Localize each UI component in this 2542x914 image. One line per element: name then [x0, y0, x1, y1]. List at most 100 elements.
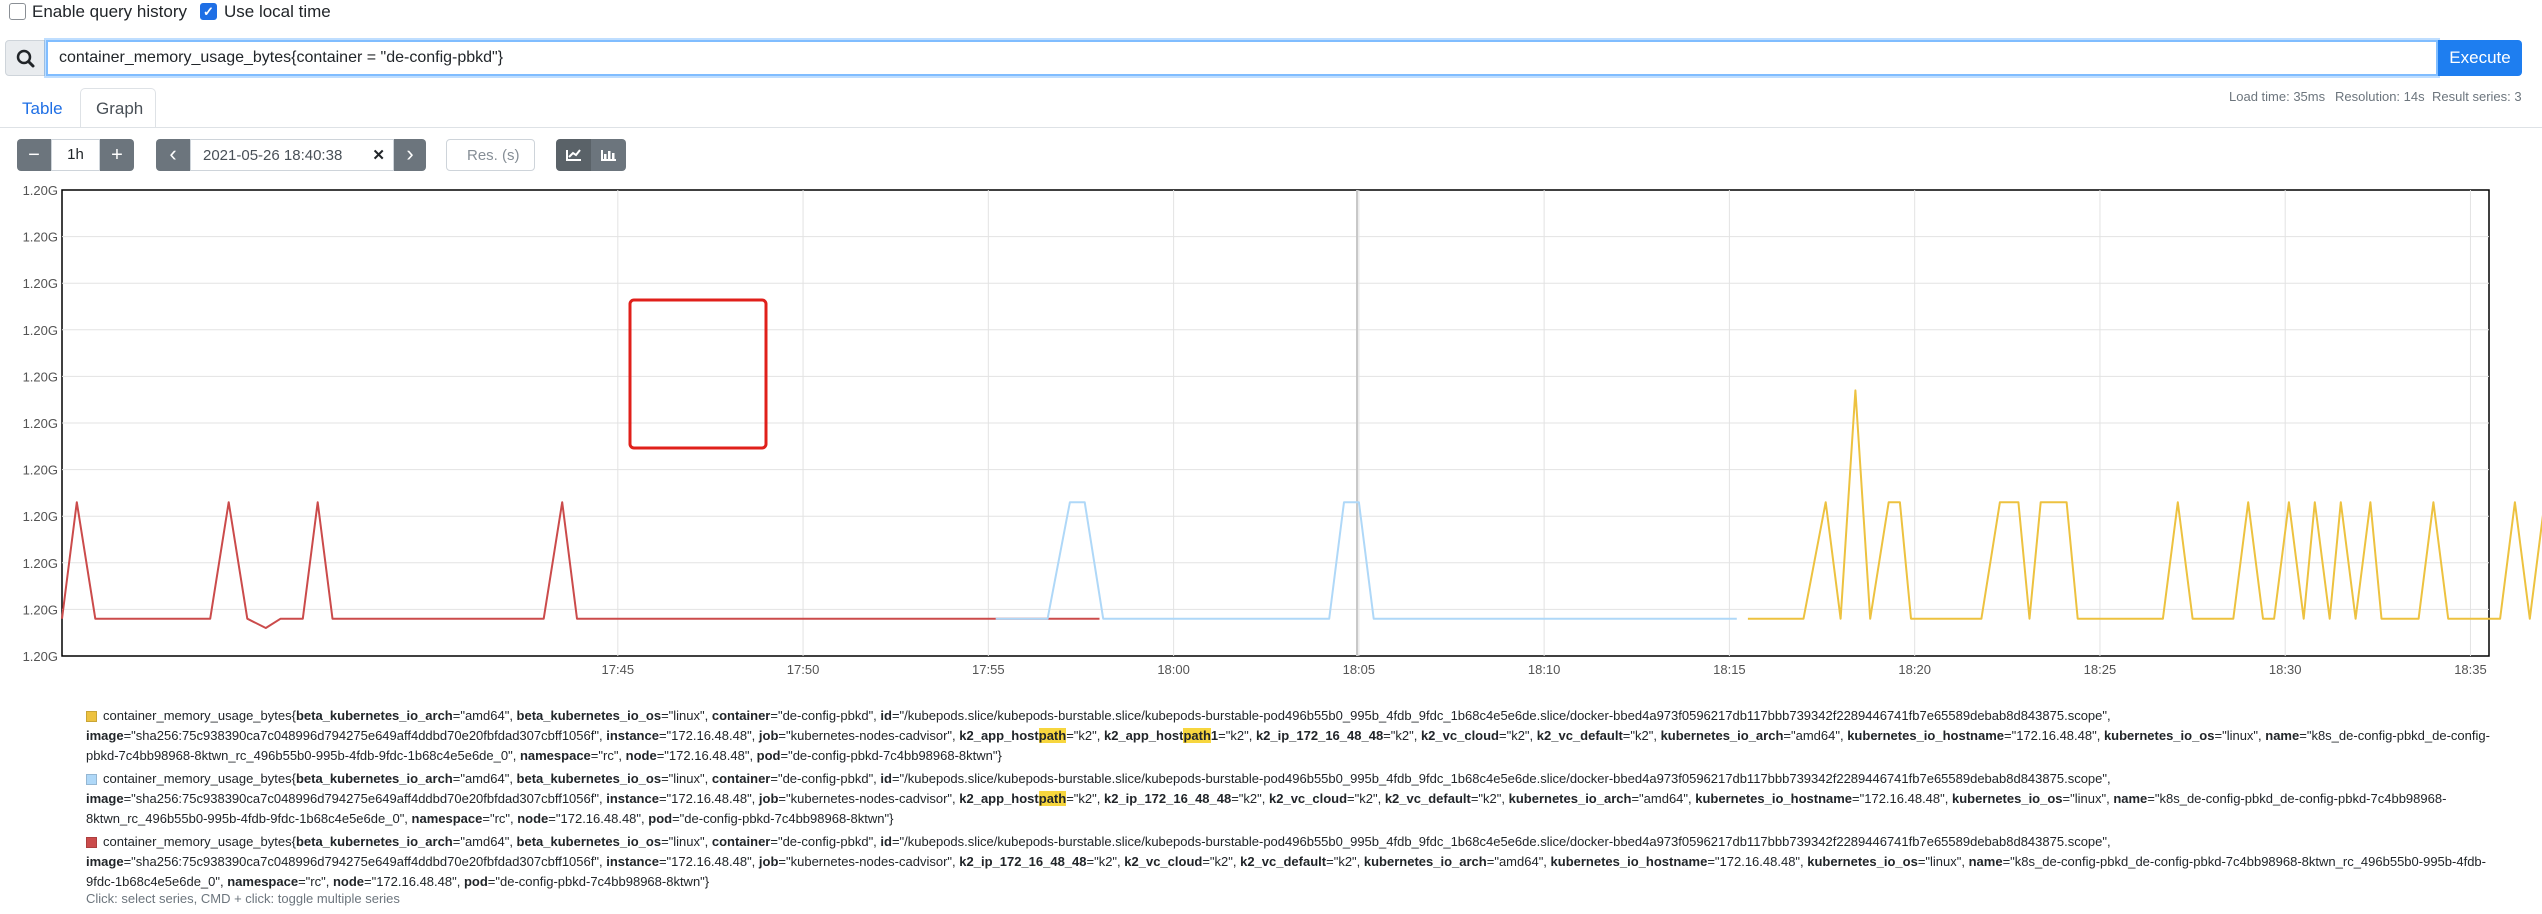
legend-label-key: image	[86, 728, 124, 743]
legend-label-key: beta_kubernetes_io_os	[516, 771, 662, 786]
legend-close-brace: }	[704, 874, 710, 889]
x-tick-label: 18:15	[1713, 662, 1746, 677]
legend-label-key: id	[880, 771, 892, 786]
query-history-label[interactable]: Enable query history	[32, 2, 187, 21]
range-increase-button[interactable]: +	[100, 139, 134, 171]
legend-label-value: ="de-config-pbkd",	[770, 771, 881, 786]
execute-button[interactable]: Execute	[2438, 40, 2522, 76]
query-input[interactable]: container_memory_usage_bytes{container =…	[46, 40, 2438, 76]
tab-table[interactable]: Table	[22, 99, 63, 118]
legend-label-value: ="172.16.48.48",	[2003, 728, 2104, 743]
x-tick-label: 18:35	[2454, 662, 2487, 677]
legend-label-key: job	[758, 728, 779, 743]
legend-label-value: ="de-config-pbkd",	[770, 834, 881, 849]
local-time-checkbox[interactable]: ✓	[200, 3, 217, 20]
legend-label-value: ="kubernetes-nodes-cadvisor",	[778, 791, 960, 806]
legend-label-key: id	[880, 708, 892, 723]
legend-label-value: ="k2",	[1066, 728, 1104, 743]
search-icon-box	[5, 40, 45, 76]
line-chart-button[interactable]	[556, 139, 591, 171]
legend-label-value: ="amd64",	[1783, 728, 1848, 743]
legend-label-value: ="/kubepods.slice/kubepods-burstable.sli…	[891, 834, 2111, 849]
legend-label-key: name	[2113, 791, 2148, 806]
legend-series-2[interactable]: container_memory_usage_bytes{beta_kubern…	[86, 769, 2506, 829]
legend-label-key: namespace	[227, 874, 299, 889]
legend-label-key: beta_kubernetes_io_os	[516, 834, 662, 849]
legend-series-1[interactable]: container_memory_usage_bytes{beta_kubern…	[86, 706, 2506, 766]
x-tick-label: 17:45	[602, 662, 635, 677]
resolution-stat: Resolution: 14s	[2335, 89, 2425, 104]
series-line-2	[995, 501, 1737, 620]
memory-usage-chart[interactable]: 1.20G 1.20G 1.20G 1.20G 1.20G 1.20G 1.20G 1.20G…	[0, 180, 2542, 690]
series-line-3	[1747, 389, 2542, 620]
stacked-chart-icon	[601, 150, 616, 161]
y-tick-label: 1.20G	[23, 369, 58, 384]
y-tick-label: 1.20G	[23, 649, 58, 664]
y-tick-label: 1.20G	[23, 323, 58, 338]
legend-label-value: ="amd64",	[452, 708, 517, 723]
legend-label-key: instance	[606, 728, 659, 743]
legend-label-value: ="de-config-pbkd-7c4bb98968-8ktwn"	[672, 811, 890, 826]
legend-label-value: ="k2",	[1086, 854, 1125, 869]
end-time-next-button[interactable]: ›	[394, 139, 426, 171]
y-tick-label: 1.20G	[23, 183, 58, 198]
legend-close-brace: }	[997, 748, 1002, 763]
legend-label-key: name	[1968, 854, 2003, 869]
legend-label-value: ="172.16.48.48",	[364, 874, 464, 889]
legend-label-key: beta_kubernetes_io_arch	[295, 771, 453, 786]
resolution-input[interactable]: Res. (s)	[446, 139, 535, 171]
x-tick-label: 18:30	[2269, 662, 2302, 677]
legend-label-value: ="kubernetes-nodes-cadvisor",	[778, 854, 960, 869]
legend-label-value: ="k2",	[1347, 791, 1385, 806]
load-time-stat: Load time: 35ms	[2229, 89, 2326, 104]
y-tick-label: 1.20G	[23, 509, 58, 524]
highlight-annotation-box	[628, 298, 768, 450]
tab-graph[interactable]: Graph	[80, 88, 156, 128]
legend-close-brace: }	[889, 811, 894, 826]
legend-label-value: ="k2",	[1202, 854, 1241, 869]
legend-label-key: kubernetes_io_os	[1951, 791, 2063, 806]
legend-label-value: ="/kubepods.slice/kubepods-burstable.sli…	[891, 771, 2111, 786]
legend-series-3[interactable]: container_memory_usage_bytes{beta_kubern…	[86, 832, 2506, 892]
legend-label-key: kubernetes_io_os	[1807, 854, 1918, 869]
chevron-right-icon: ›	[406, 141, 414, 166]
legend-swatch	[86, 837, 97, 849]
search-icon	[16, 49, 35, 68]
legend-label-key: image	[86, 791, 124, 806]
series-line-1	[61, 501, 1100, 629]
legend-label-value: ="rc",	[482, 811, 518, 826]
x-tick-label: 17:55	[972, 662, 1005, 677]
legend-label-value: ="172.16.48.48",	[1707, 854, 1808, 869]
query-history-checkbox[interactable]	[9, 3, 26, 20]
legend-label-value: ="amd64",	[1631, 791, 1696, 806]
local-time-label[interactable]: Use local time	[224, 2, 331, 21]
line-chart-icon	[566, 149, 581, 161]
legend-label-value: ="/kubepods.slice/kubepods-burstable.sli…	[891, 708, 2111, 723]
legend-label-key: k2_vc_default	[1536, 728, 1623, 743]
legend-label-value: ="rc",	[590, 748, 626, 763]
end-time-prev-button[interactable]: ‹	[156, 139, 190, 171]
legend-label-key: node	[332, 874, 364, 889]
legend-label-key: image	[86, 854, 124, 869]
legend-label-value: ="rc",	[298, 874, 333, 889]
legend-label-key: kubernetes_io_arch	[1660, 728, 1784, 743]
clear-time-icon[interactable]: ✕	[372, 147, 385, 164]
legend-label-key: namespace	[519, 748, 591, 763]
end-time-input[interactable]: 2021-05-26 18:40:38 ✕	[190, 139, 394, 171]
legend-label-key: kubernetes_io_hostname	[1695, 791, 1853, 806]
legend-label-key: k2_vc_cloud	[1420, 728, 1499, 743]
x-tick-label: 18:20	[1898, 662, 1931, 677]
legend-label-value: ="sha256:75c938390ca7c048996d794275e649a…	[123, 791, 607, 806]
tab-divider	[0, 127, 2542, 128]
legend-label-key: k2_app_hostpath	[959, 728, 1067, 743]
range-input[interactable]: 1h	[51, 139, 100, 171]
legend-label-value: ="linux",	[2062, 791, 2114, 806]
legend-label-key: instance	[606, 791, 659, 806]
range-decrease-button[interactable]: −	[17, 139, 51, 171]
legend-label-value: ="172.16.48.48",	[658, 728, 759, 743]
legend-metric-name: container_memory_usage_bytes{	[103, 771, 296, 786]
legend-label-value: ="kubernetes-nodes-cadvisor",	[778, 728, 960, 743]
stacked-chart-button[interactable]	[591, 139, 626, 171]
y-tick-label: 1.20G	[23, 463, 58, 478]
legend-label-value: ="k2",	[1218, 728, 1256, 743]
